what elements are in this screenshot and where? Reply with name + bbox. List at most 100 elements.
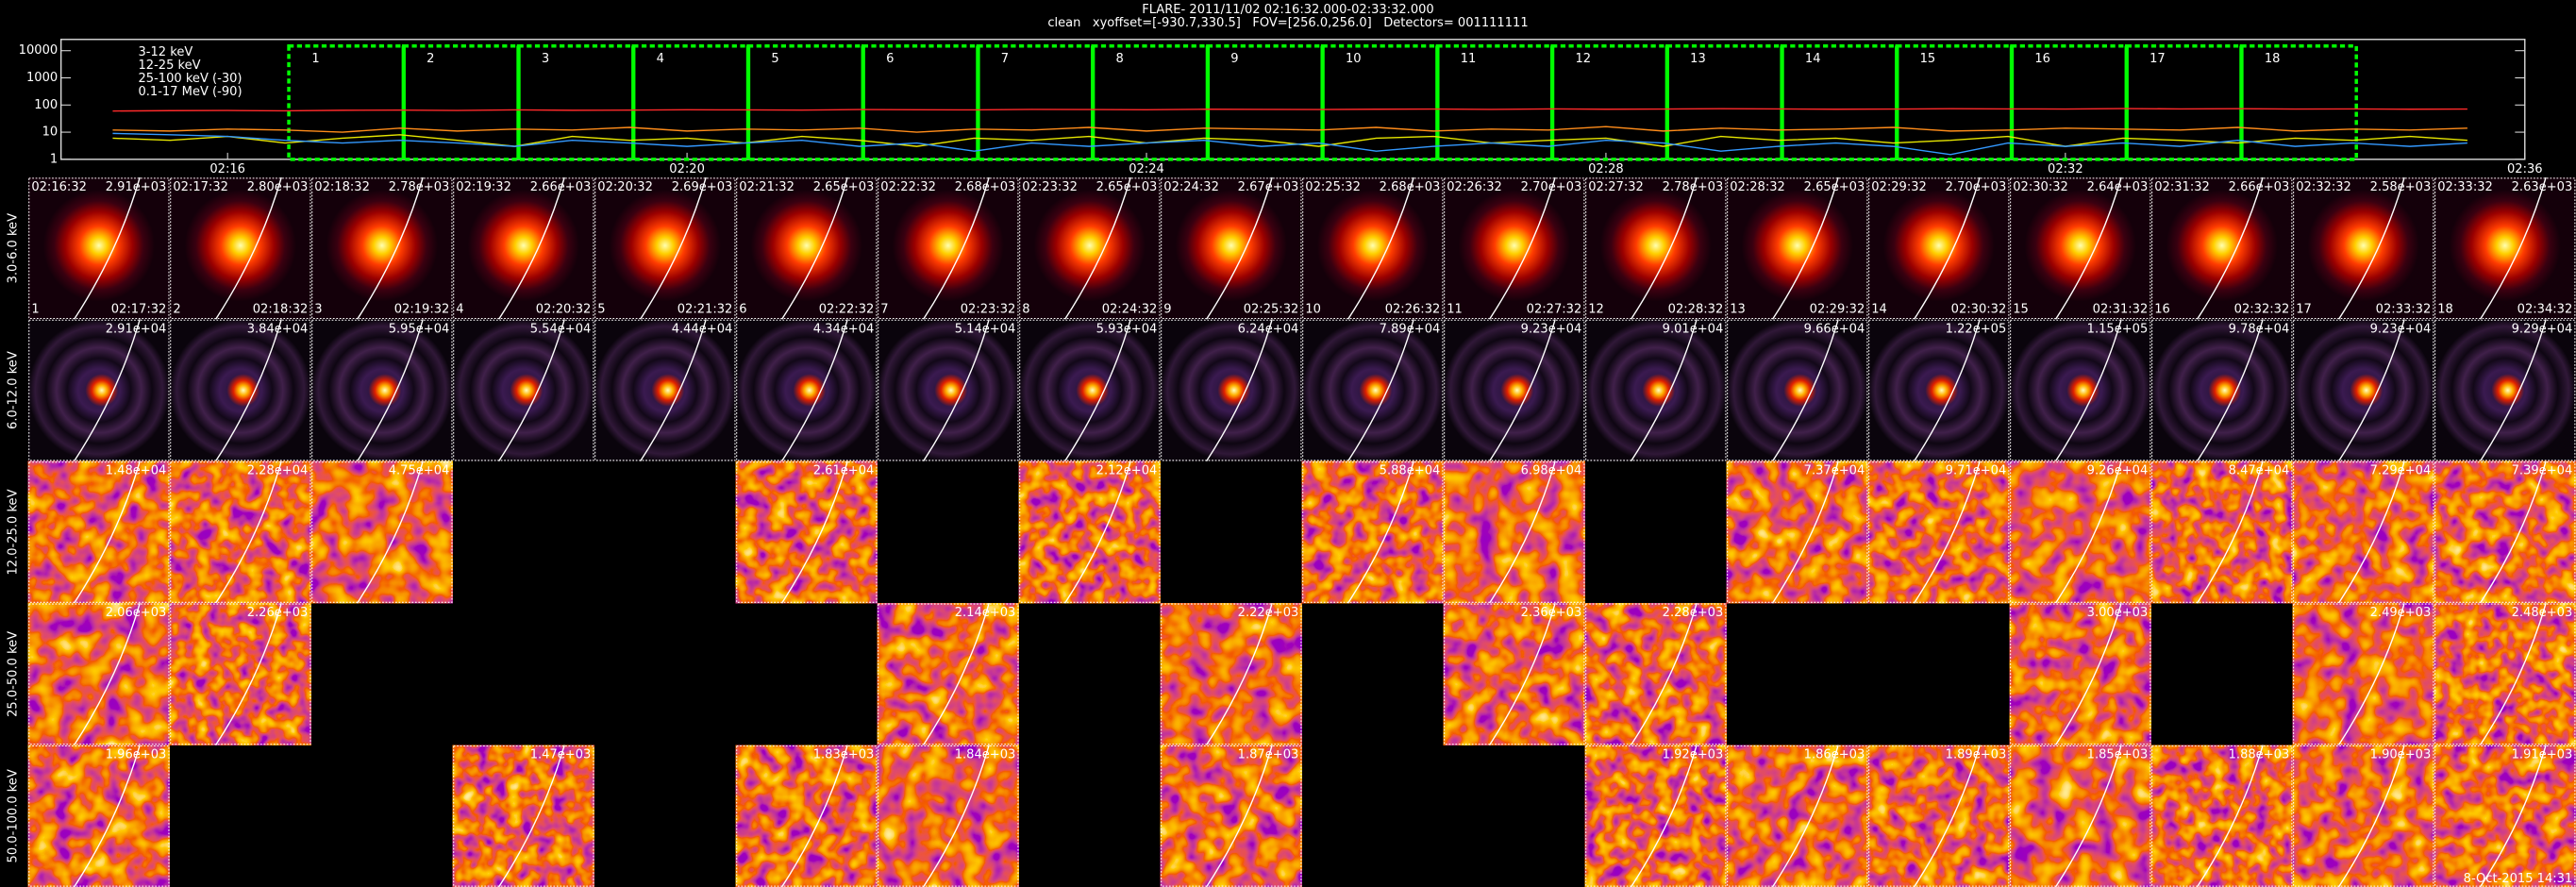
image-border xyxy=(2293,745,2434,887)
image-border xyxy=(1585,603,1727,745)
image-border xyxy=(1444,603,1585,745)
start-time: 02:24:32 xyxy=(1163,180,1219,194)
solar-limb xyxy=(2337,176,2405,320)
image-border xyxy=(2151,745,2293,887)
window-number: 9 xyxy=(1230,52,1238,66)
flux-label: 1.92e+03 xyxy=(1663,748,1724,762)
legend-entry: 12-25 keV xyxy=(138,59,200,73)
flux-label: 2.69e+03 xyxy=(672,180,733,194)
flux-label: 2.78e+03 xyxy=(389,180,450,194)
flux-label: 7.89e+04 xyxy=(1380,322,1441,336)
solar-limb xyxy=(497,319,565,462)
image-index: 1 xyxy=(31,302,39,316)
image-border xyxy=(1444,461,1585,603)
image-border xyxy=(1727,461,1868,603)
end-time: 02:31:32 xyxy=(2093,302,2149,316)
image-border xyxy=(2434,461,2576,603)
image-index: 2 xyxy=(173,302,180,316)
noise-image xyxy=(2009,603,2151,745)
image-border xyxy=(1727,177,1868,320)
noise-image xyxy=(2150,460,2293,604)
end-time: 02:29:32 xyxy=(1810,302,1865,316)
solar-limb xyxy=(1063,319,1131,462)
image-border xyxy=(878,745,1019,887)
flux-label: 2.14e+03 xyxy=(955,606,1016,620)
image-border xyxy=(1161,745,1302,887)
end-time: 02:23:32 xyxy=(961,302,1016,316)
solar-limb xyxy=(215,319,282,462)
window-number: 14 xyxy=(1805,52,1821,66)
noise-image xyxy=(169,603,311,745)
solar-limb xyxy=(1771,319,1839,462)
noise-image xyxy=(2434,745,2576,887)
start-time: 02:21:32 xyxy=(739,180,795,194)
source-blob xyxy=(2449,190,2561,302)
image-border xyxy=(28,745,170,887)
solar-limb xyxy=(497,176,565,320)
x-tick-label: 02:16 xyxy=(209,162,245,176)
noise-image xyxy=(1726,460,1868,604)
flux-label: 1.83e+03 xyxy=(813,748,875,762)
solar-limb xyxy=(1913,745,1981,887)
noise-image xyxy=(877,603,1019,745)
y-tick-label: 1000 xyxy=(26,71,58,85)
flux-label: 9.29e+04 xyxy=(2512,322,2573,336)
solar-limb xyxy=(780,176,848,320)
noise-image xyxy=(735,745,878,887)
source-blob xyxy=(42,190,156,302)
solar-limb xyxy=(74,176,141,320)
flux-label: 2.58e+03 xyxy=(2370,180,2432,194)
image-border xyxy=(1019,461,1161,603)
window-number: 10 xyxy=(1346,52,1362,66)
flux-label: 6.24e+04 xyxy=(1238,322,1299,336)
legend-entry: 25-100 keV (-30) xyxy=(138,72,242,86)
image-border xyxy=(170,603,311,745)
image-border xyxy=(2010,177,2151,320)
flux-label: 3.00e+03 xyxy=(2087,606,2149,620)
noise-image xyxy=(2009,460,2151,604)
image-index: 17 xyxy=(2296,302,2312,316)
image-border xyxy=(170,319,311,461)
end-time: 02:32:32 xyxy=(2234,302,2290,316)
start-time: 02:16:32 xyxy=(31,180,87,194)
noise-image xyxy=(452,745,594,887)
solar-limb xyxy=(2054,603,2122,745)
legend-entry: 3-12 keV xyxy=(138,45,192,59)
window-number: 1 xyxy=(311,52,319,66)
light-curve xyxy=(112,108,2467,112)
source-blob xyxy=(1175,190,1287,302)
source-blob xyxy=(2024,190,2136,302)
flux-label: 2.70e+03 xyxy=(1946,180,2007,194)
noise-image xyxy=(1160,603,1302,745)
image-border xyxy=(1444,319,1585,461)
noise-image xyxy=(1018,460,1161,604)
image-border xyxy=(311,461,453,603)
image-border xyxy=(2151,177,2293,320)
source-blob xyxy=(1316,190,1429,302)
source-blob xyxy=(750,190,863,302)
image-border xyxy=(1019,319,1161,461)
light-curve xyxy=(112,126,2467,133)
image-border xyxy=(2010,745,2151,887)
noise-image xyxy=(2150,745,2293,887)
solar-limb xyxy=(922,603,990,745)
start-time: 02:31:32 xyxy=(2154,180,2210,194)
flux-label: 2.63e+03 xyxy=(2512,180,2573,194)
image-border xyxy=(28,177,170,320)
footer-date: 8-Oct-2015 14:31 xyxy=(2464,872,2573,886)
image-index: 8 xyxy=(1022,302,1029,316)
window-number: 5 xyxy=(771,52,778,66)
start-time: 02:20:32 xyxy=(597,180,653,194)
noise-image xyxy=(1160,745,1302,887)
solar-limb xyxy=(1347,460,1414,604)
image-border xyxy=(878,177,1019,320)
image-border xyxy=(453,319,594,461)
solar-limb xyxy=(780,460,848,604)
solar-limb xyxy=(215,460,282,604)
end-time: 02:34:32 xyxy=(2517,302,2573,316)
solar-limb xyxy=(74,603,141,745)
y-tick-label: 1 xyxy=(50,152,58,166)
flux-label: 9.66e+04 xyxy=(1804,322,1865,336)
image-border xyxy=(28,603,170,745)
row-label: 3.0-6.0 keV xyxy=(7,213,21,283)
